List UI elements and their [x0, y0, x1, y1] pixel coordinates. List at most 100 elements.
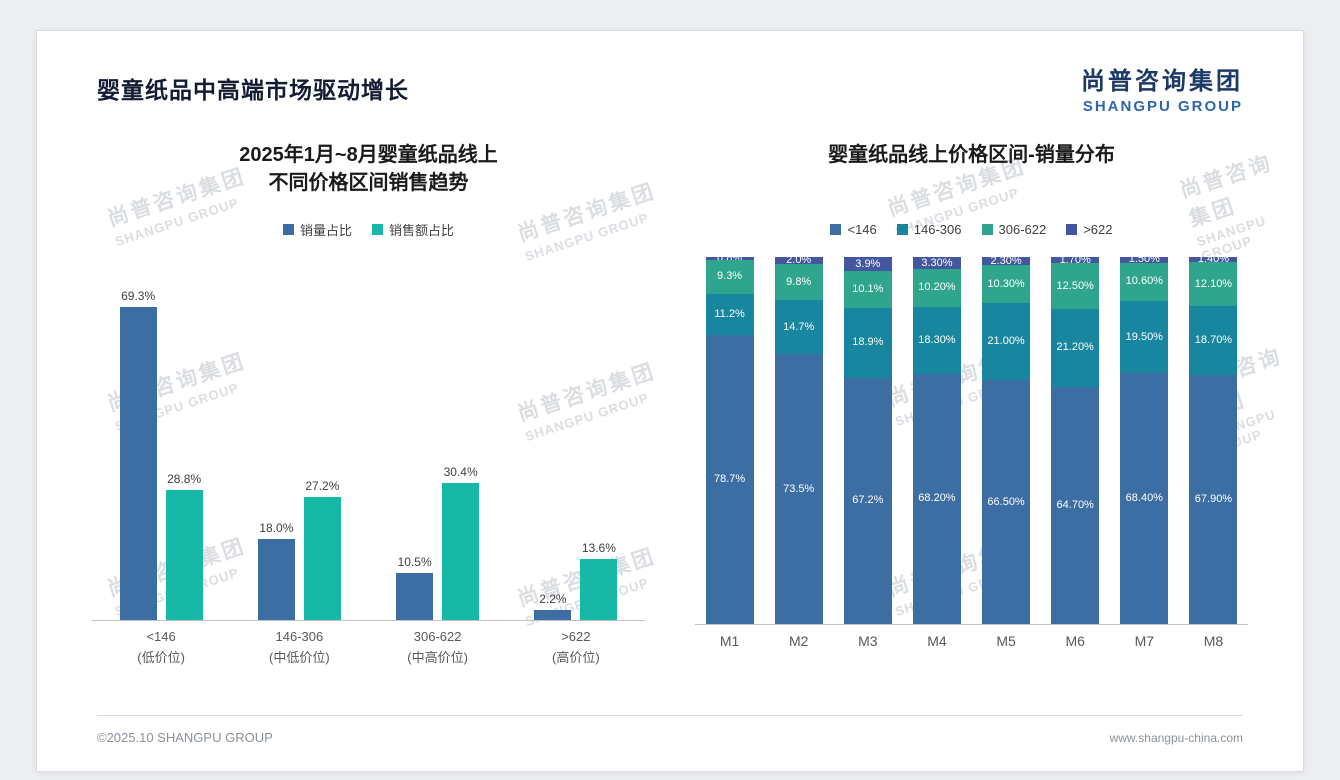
segment-value-label: 10.20% — [918, 281, 956, 294]
x-axis-label: M1 — [719, 633, 740, 649]
bar-segment: 10.1% — [843, 271, 892, 309]
legend-left: 销量占比 销售额占比 — [92, 220, 645, 239]
header: 婴童纸品中高端市场驱动增长 尚普咨询集团 SHANGPU GROUP — [37, 31, 1303, 115]
bar-group: 69.3% 28.8% — [92, 281, 230, 620]
slide: 尚普咨询集团 SHANGPU GROUP 尚普咨询集团 SHANGPU GROUP 尚普… — [36, 30, 1304, 772]
copyright-text: ©2025.10 SHANGPU GROUP — [97, 730, 273, 745]
bar — [303, 497, 341, 620]
legend-swatch — [282, 223, 294, 235]
bar-value-label: 30.4% — [443, 464, 478, 479]
bar-value-label: 27.2% — [305, 479, 340, 494]
x-axis-label: 306-622 (中高价位) — [369, 629, 507, 666]
bar-segment: 73.5% — [774, 354, 823, 624]
footer: ©2025.10 SHANGPU GROUP www.shangpu-china… — [97, 715, 1243, 771]
chart-title-right: 婴童纸品线上价格区间-销量分布 — [828, 144, 1115, 166]
legend-right: <146 146-306 306-622 >622 — [695, 221, 1248, 237]
bar-value-label: 10.5% — [397, 554, 432, 569]
x-axis-label: M4 — [927, 633, 947, 649]
bar-group: 2.2% 13.6% — [507, 281, 645, 620]
bar-segment: 12.50% — [1051, 263, 1100, 310]
legend-label: 306-622 — [998, 221, 1047, 237]
plot-area-left: 69.3% 28.8% 18.0% 27.2% 10.5% 30.4% 2.2% 13.6% — [92, 281, 645, 621]
bar-segment: 1.50% — [1120, 253, 1169, 266]
segment-value-label: 11.2% — [714, 308, 745, 321]
x-axis-label-main: <146 — [146, 629, 176, 644]
bar-segment: 10.30% — [982, 265, 1031, 304]
segment-value-label: 0.8% — [717, 251, 743, 264]
legend-item: 销售额占比 — [372, 220, 454, 239]
x-axis-label: M3 — [858, 633, 878, 649]
segment-value-label: 1.40% — [1197, 253, 1230, 266]
legend-label: <146 — [847, 221, 877, 237]
charts-area: 2025年1月~8月婴童纸品线上 不同价格区间销售趋势 销量占比 销售额占比 69.… — [37, 115, 1303, 715]
bar — [119, 306, 157, 620]
segment-value-label: 3.9% — [855, 257, 881, 270]
segment-value-label: 19.50% — [1125, 330, 1163, 343]
bar-wrap: 69.3% — [119, 281, 157, 620]
bar-segment: 21.00% — [982, 303, 1031, 381]
bar-value-label: 13.6% — [581, 540, 616, 555]
stacked-bar: 1.40% 12.10% 18.70% 67.90% — [1189, 253, 1238, 624]
bar — [580, 558, 618, 620]
segment-value-label: 14.7% — [783, 320, 815, 333]
stacked-bar-chart: 婴童纸品线上价格区间-销量分布 <146 146-306 306-622 >622 0… — [695, 141, 1248, 715]
segment-value-label: 1.50% — [1128, 253, 1160, 266]
chart-title-left-line1: 2025年1月~8月婴童纸品线上 — [239, 144, 498, 166]
legend-label: 销量占比 — [299, 222, 352, 238]
bar-segment: 1.70% — [1051, 253, 1100, 266]
bar-segment: 2.30% — [982, 254, 1031, 267]
bar-segment: 2.0% — [774, 255, 823, 266]
segment-value-label: 68.20% — [918, 492, 956, 505]
bar-segment: 66.50% — [982, 380, 1031, 624]
legend-item: 306-622 — [981, 221, 1047, 237]
bar-wrap: 27.2% — [303, 281, 341, 620]
bar — [442, 482, 480, 620]
x-axis-label-sub: (低价位) — [137, 650, 185, 665]
x-axis-label-main: 146-306 — [275, 629, 324, 644]
bar-segment: 64.70% — [1051, 386, 1100, 624]
legend-swatch — [1066, 223, 1078, 235]
bar-segment: 68.20% — [912, 373, 961, 624]
bar-segment: 9.3% — [705, 259, 754, 295]
bar-segment: 18.30% — [912, 306, 961, 374]
legend-swatch — [896, 223, 908, 235]
logo-text-cn: 尚普咨询集团 — [1081, 68, 1243, 95]
segment-value-label: 9.3% — [717, 270, 743, 283]
x-axis-label: M7 — [1134, 633, 1155, 649]
bar — [165, 489, 203, 620]
x-axis-label: M6 — [1065, 633, 1085, 649]
x-axis-left: <146 (低价位) 146-306 (中低价位) 306-622 (中高价位) >622 (… — [92, 629, 645, 666]
bar-value-label: 69.3% — [121, 288, 156, 303]
stacked-bar: 3.30% 10.20% 18.30% 68.20% — [912, 257, 961, 624]
segment-value-label: 12.10% — [1194, 277, 1233, 290]
stacked-bar: 3.9% 10.1% 18.9% 67.2% — [843, 257, 892, 624]
bar-segment: 3.9% — [843, 257, 892, 272]
segment-value-label: 1.70% — [1059, 253, 1091, 266]
chart-title-left-line2: 不同价格区间销售趋势 — [268, 172, 469, 194]
bar-segment: 3.30% — [912, 257, 961, 270]
segment-value-label: 2.30% — [990, 254, 1022, 267]
slide-content: 婴童纸品中高端市场驱动增长 尚普咨询集团 SHANGPU GROUP 2025年… — [37, 31, 1303, 771]
bar-wrap: 18.0% — [257, 281, 295, 620]
bar-value-label: 2.2% — [539, 592, 567, 607]
segment-value-label: 21.20% — [1056, 341, 1094, 354]
bar-value-label: 28.8% — [167, 471, 202, 486]
segment-value-label: 73.5% — [783, 482, 815, 495]
bar — [257, 538, 295, 620]
x-axis-label-sub: (高价位) — [552, 650, 600, 665]
segment-value-label: 10.1% — [852, 283, 884, 296]
bar-segment: 21.20% — [1051, 309, 1100, 387]
legend-swatch — [372, 223, 383, 235]
bar — [534, 610, 572, 620]
segment-value-label: 9.8% — [786, 275, 812, 288]
x-axis-label: 146-306 (中低价位) — [230, 629, 368, 666]
segment-value-label: 18.9% — [852, 336, 884, 349]
segment-value-label: 18.30% — [918, 333, 956, 346]
plot-area-right: 0.8% 9.3% 11.2% 78.7% 2.0% 9.8% 14.7% 73.5% 3.9%… — [695, 252, 1248, 625]
x-axis-label: M2 — [788, 633, 809, 649]
legend-item: >622 — [1066, 221, 1113, 237]
bar-group: 10.5% 30.4% — [369, 281, 507, 620]
legend-label: >622 — [1083, 221, 1113, 237]
bar-segment: 78.7% — [705, 335, 754, 624]
bar — [396, 572, 434, 620]
